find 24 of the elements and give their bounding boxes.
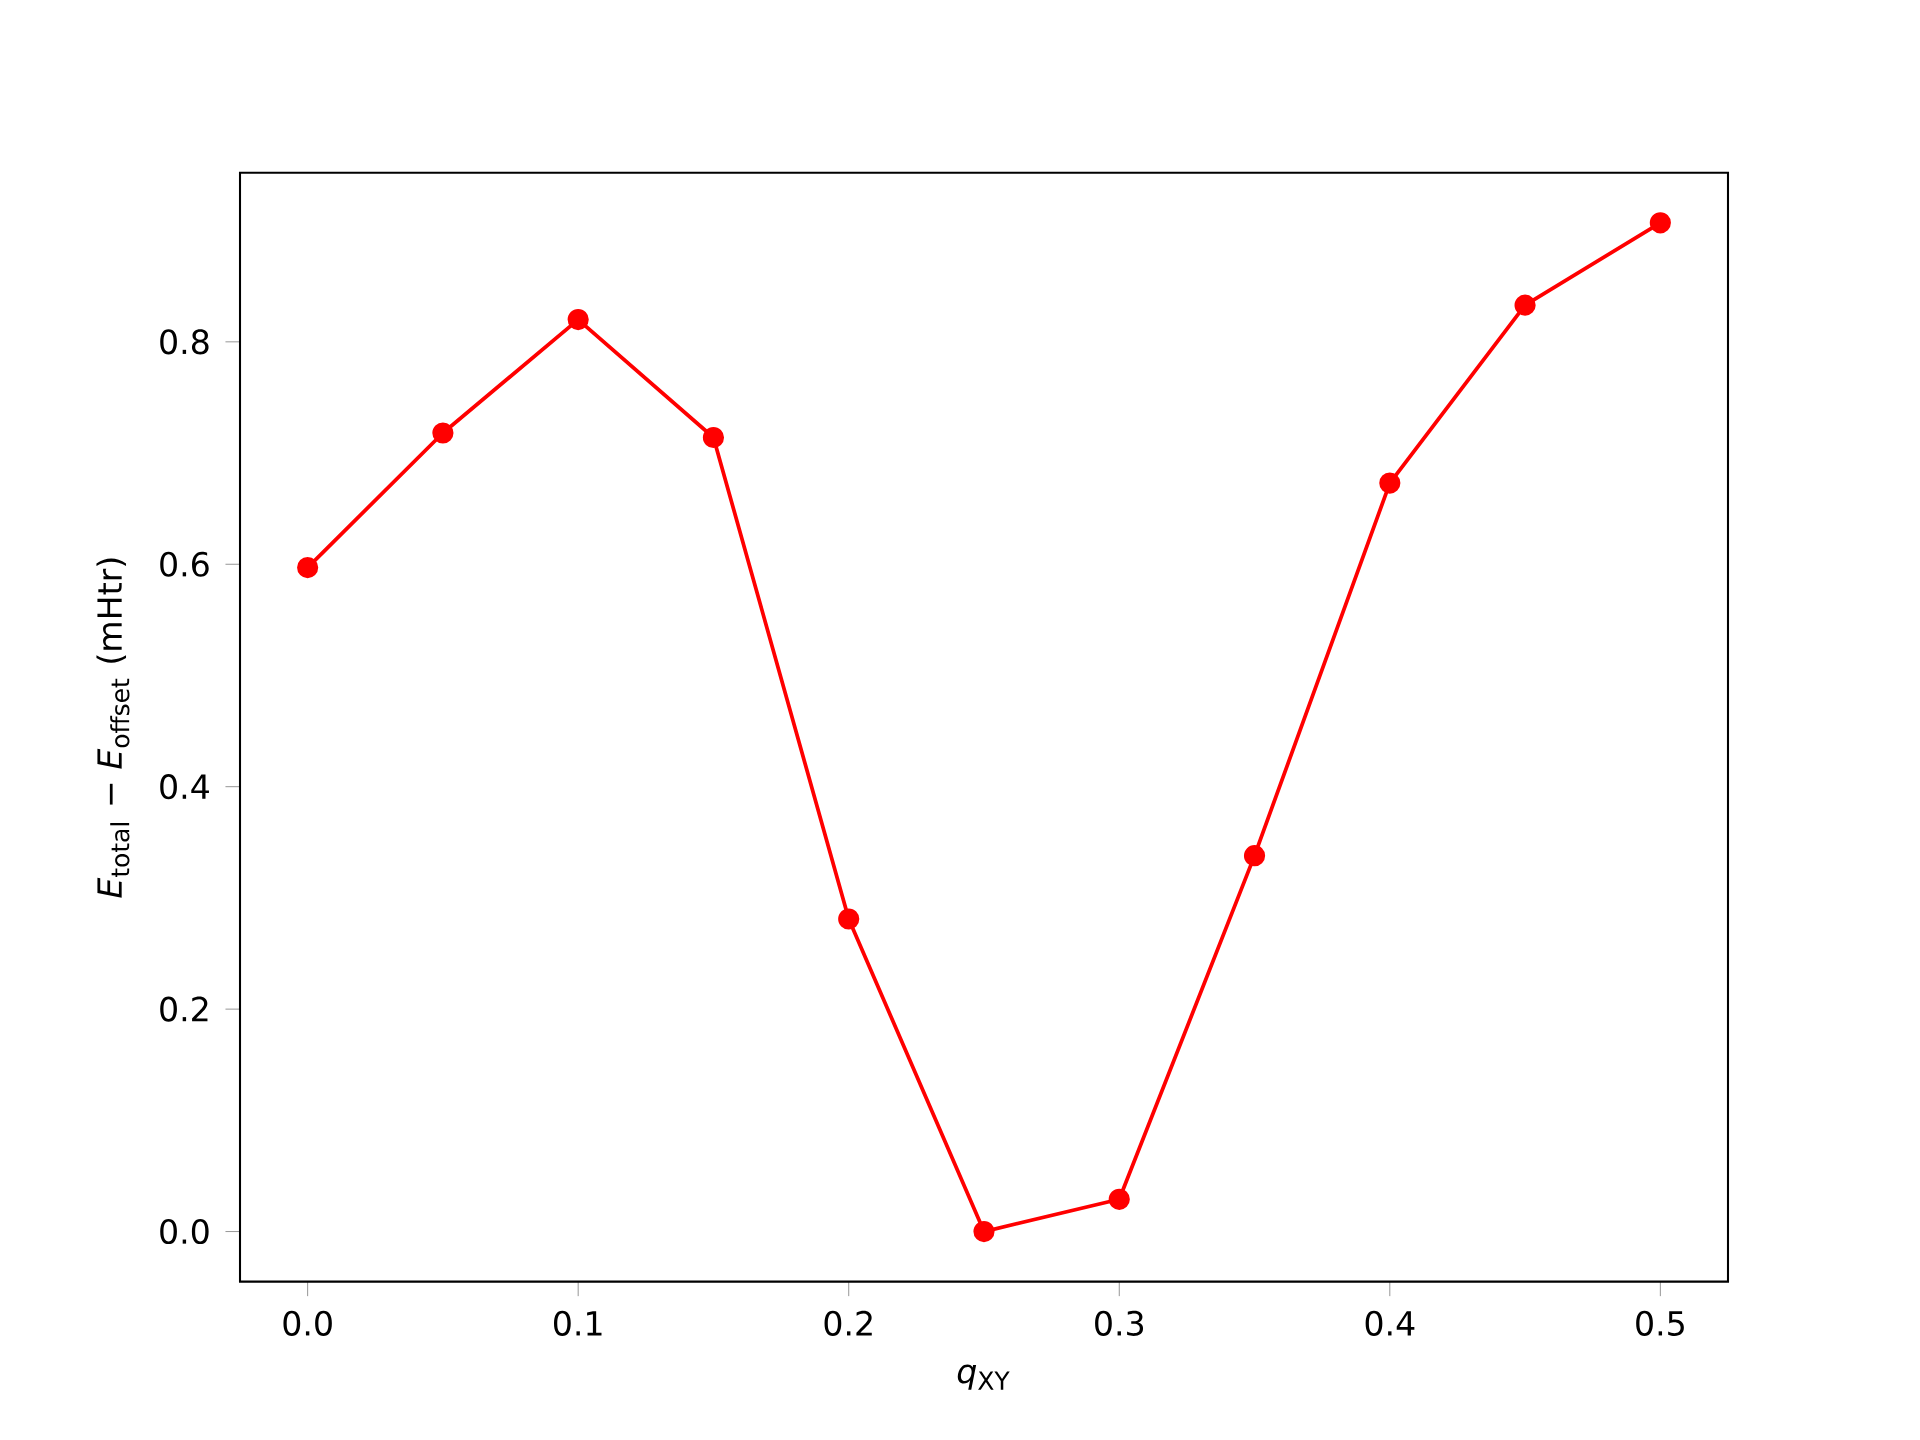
point — [1379, 472, 1401, 494]
point — [1514, 294, 1536, 316]
point — [702, 426, 725, 449]
point — [1649, 212, 1671, 234]
x-tick-label: 0.0 — [283, 1310, 332, 1336]
x-axis-title: q$_{XY}$ — [957, 1364, 1010, 1390]
point — [838, 908, 860, 930]
y-axis-title: E$_{total}$ − E$_{offset}$ (mHtr) — [96, 558, 130, 898]
y-tick-label: 0.2 — [160, 996, 208, 1022]
x-tick-label: 0.2 — [824, 1310, 872, 1336]
point — [1108, 1188, 1130, 1210]
x-tick-label: 0.4 — [1365, 1310, 1415, 1336]
point — [567, 309, 589, 331]
point — [432, 422, 454, 444]
y-tick-label: 0.0 — [160, 1218, 209, 1245]
point — [297, 557, 319, 579]
point — [1243, 845, 1266, 867]
x-tick-label: 0.5 — [1636, 1310, 1684, 1336]
y-tick-label: 0.4 — [160, 774, 209, 800]
point — [973, 1220, 995, 1243]
x-tick-label: 0.1 — [553, 1310, 602, 1336]
y-tick-label: 0.8 — [160, 329, 209, 355]
x-tick-label: 0.3 — [1095, 1310, 1144, 1336]
y-tick-label: 0.6 — [160, 551, 209, 577]
